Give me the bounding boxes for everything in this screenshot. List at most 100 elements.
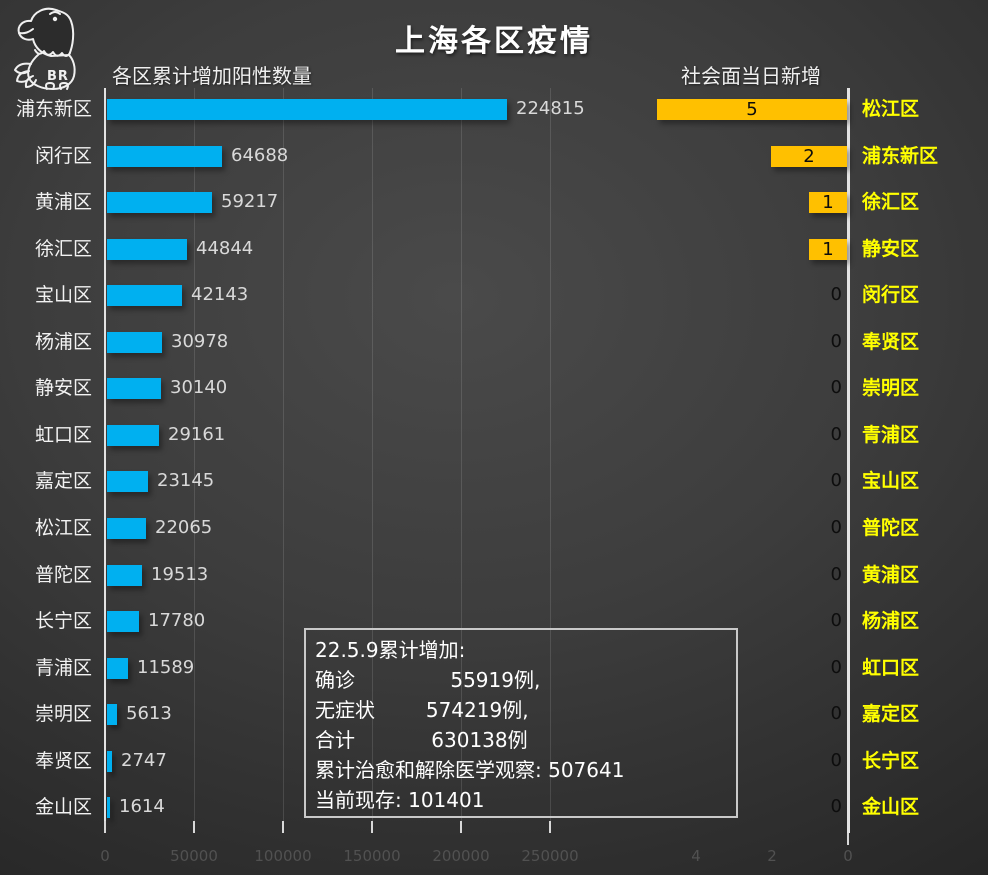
summary-line: 合计 630138例 — [315, 728, 528, 752]
left-bar — [107, 378, 161, 400]
left-chart-title: 各区累计增加阳性数量 — [112, 64, 312, 88]
left-axis-tick-label: 50000 — [170, 847, 218, 865]
parrot-beak-line — [18, 28, 34, 35]
left-value-label: 30978 — [171, 330, 229, 352]
left-bar — [107, 517, 146, 539]
left-value-label: 44844 — [196, 237, 254, 259]
summary-line: 确诊 55919例, — [315, 668, 541, 692]
right-zero-value: 0 — [830, 656, 842, 678]
left-bar — [107, 611, 139, 633]
right-category-label: 闵行区 — [862, 284, 920, 307]
right-zero-value: 0 — [830, 284, 842, 306]
left-category-label: 黄浦区 — [34, 191, 92, 214]
left-value-label: 19513 — [151, 563, 209, 585]
left-bar — [107, 797, 110, 819]
page-title: 上海各区疫情 — [395, 24, 593, 59]
right-category-label: 嘉定区 — [862, 703, 920, 726]
left-value-label: 5613 — [126, 703, 172, 725]
left-bar — [107, 564, 142, 586]
right-zero-value: 0 — [830, 516, 842, 538]
left-category-label: 青浦区 — [34, 656, 92, 679]
right-zero-value: 0 — [830, 749, 842, 771]
left-bar — [107, 99, 507, 120]
left-axis-tick-label: 150000 — [343, 847, 401, 865]
left-value-label: 11589 — [137, 656, 195, 678]
left-bar — [107, 471, 148, 493]
left-category-label: 闵行区 — [34, 144, 92, 167]
left-bar — [107, 192, 212, 214]
left-value-label: 29161 — [168, 423, 226, 445]
right-category-label: 徐汇区 — [862, 191, 920, 214]
right-zero-value: 0 — [830, 610, 842, 632]
left-axis-tick-label: 250000 — [521, 847, 579, 865]
right-bar-value: 1 — [822, 192, 834, 214]
left-axis-tick-label: 200000 — [432, 847, 490, 865]
left-value-label: 1614 — [119, 796, 165, 818]
right-category-label: 宝山区 — [862, 470, 920, 493]
left-axis-tick-label: 100000 — [254, 847, 312, 865]
right-axis-tick — [847, 833, 849, 845]
summary-line: 当前现存: 101401 — [315, 788, 485, 812]
left-category-label: 普陀区 — [34, 563, 92, 586]
right-category-label: 黄浦区 — [862, 563, 920, 586]
right-category-label: 虹口区 — [862, 656, 920, 679]
left-bar — [107, 331, 162, 353]
left-category-label: 徐汇区 — [34, 237, 92, 260]
left-axis-tick — [104, 821, 106, 833]
right-category-label: 金山区 — [862, 796, 920, 819]
right-bar-value: 1 — [822, 238, 834, 260]
right-axis-tick-label: 2 — [767, 847, 777, 865]
right-category-label: 杨浦区 — [862, 610, 920, 633]
left-category-label: 奉贤区 — [34, 749, 92, 772]
gridline — [550, 88, 551, 833]
left-category-label: 崇明区 — [34, 703, 92, 726]
parrot-brow — [49, 11, 61, 15]
gridline — [283, 88, 284, 833]
left-value-label: 23145 — [157, 470, 215, 492]
left-value-label: 42143 — [191, 284, 249, 306]
left-bar — [107, 750, 112, 772]
right-zero-value: 0 — [830, 703, 842, 725]
right-zero-value: 0 — [830, 330, 842, 352]
right-axis-tick-label: 4 — [691, 847, 701, 865]
left-bar — [107, 424, 159, 446]
left-value-label: 224815 — [516, 98, 585, 119]
left-category-label: 宝山区 — [34, 284, 92, 307]
left-category-label: 长宁区 — [34, 610, 92, 633]
right-axis-tick-label: 0 — [843, 847, 853, 865]
left-value-label: 59217 — [221, 191, 279, 213]
right-category-label: 青浦区 — [862, 423, 920, 446]
left-axis-tick-label: 0 — [100, 847, 110, 865]
left-axis-tick — [282, 821, 284, 833]
left-category-label: 浦东新区 — [15, 98, 92, 120]
left-value-label: 22065 — [155, 516, 213, 538]
summary-box: 22.5.9累计增加: 确诊 55919例, 无症状 574219例, 合计 6… — [304, 628, 738, 818]
right-zero-value: 0 — [830, 377, 842, 399]
left-bar — [107, 238, 187, 260]
logo-text: BR — [47, 69, 69, 84]
right-zero-value: 0 — [830, 470, 842, 492]
parrot-neck-scallop — [34, 49, 71, 57]
left-bar — [107, 285, 182, 307]
right-bar — [809, 238, 847, 260]
right-category-label: 松江区 — [862, 98, 920, 120]
left-chart-axis — [104, 88, 106, 833]
right-zero-value: 0 — [830, 796, 842, 818]
right-zero-value: 0 — [830, 563, 842, 585]
summary-line: 无症状 574219例, — [315, 698, 529, 722]
parrot-logo: BR — [14, 7, 76, 90]
gridline — [372, 88, 373, 833]
summary-line: 累计治愈和解除医学观察: 507641 — [315, 758, 625, 782]
left-axis-tick — [460, 821, 462, 833]
right-chart-axis — [847, 88, 850, 833]
left-axis-tick — [193, 821, 195, 833]
left-value-label: 64688 — [231, 144, 289, 166]
left-bar — [107, 145, 222, 167]
right-category-label: 崇明区 — [862, 377, 920, 400]
gridline — [461, 88, 462, 833]
right-category-label: 奉贤区 — [862, 330, 920, 353]
left-axis-tick — [371, 821, 373, 833]
left-bar — [107, 704, 117, 726]
right-category-label: 普陀区 — [862, 516, 920, 539]
